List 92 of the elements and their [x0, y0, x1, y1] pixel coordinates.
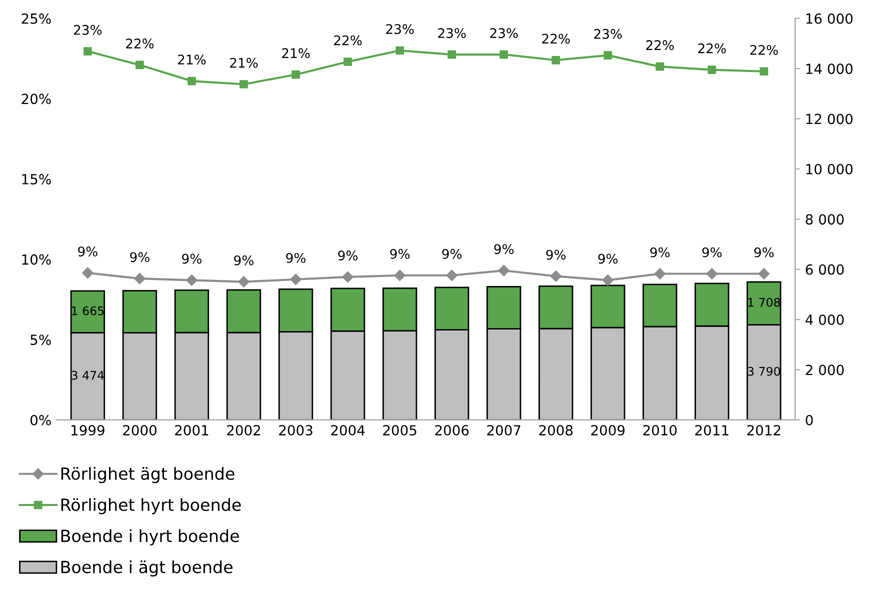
y2-tick-label: 6 000: [806, 264, 844, 275]
x-tick-label: 2012: [747, 425, 780, 436]
x-tick-label: 2002: [227, 425, 260, 436]
point: [186, 274, 198, 286]
data-label: 21%: [282, 48, 310, 58]
data-label: 9%: [234, 255, 254, 266]
data-label: 9%: [598, 254, 618, 264]
x-tick-label: 2006: [435, 425, 469, 436]
x-tick-label: 2010: [643, 425, 677, 436]
point: [708, 66, 716, 74]
point: [84, 47, 92, 56]
data-label: 9%: [650, 247, 670, 258]
y2-tick-label: 10 000: [806, 164, 853, 174]
y-tick-label: 0%: [30, 414, 51, 426]
point: [500, 50, 508, 59]
point: [656, 62, 664, 71]
data-label: 9%: [78, 246, 98, 257]
data-label: 22%: [334, 35, 362, 46]
data-label: 1 708: [748, 298, 780, 307]
data-label: 3 790: [748, 366, 780, 376]
point: [82, 267, 94, 279]
data-label: 9%: [702, 247, 722, 258]
data-label: 9%: [130, 252, 150, 262]
x-tick-label: 2009: [591, 425, 625, 436]
data-label: 22%: [750, 44, 778, 55]
point: [446, 270, 458, 281]
y2-tick-label: 2 000: [806, 364, 844, 376]
data-label: 9%: [338, 250, 358, 261]
point: [344, 58, 352, 66]
point: [758, 268, 770, 280]
data-label: 22%: [698, 43, 726, 54]
data-label: 9%: [390, 248, 410, 259]
data-label: 23%: [438, 28, 466, 38]
legend-label: Rörlighet hyrt boende: [61, 498, 241, 514]
point: [188, 76, 196, 86]
data-label: 22%: [126, 38, 154, 49]
point: [240, 80, 248, 88]
point: [550, 270, 562, 282]
y2-tick-label: 8 000: [806, 214, 844, 225]
data-label: 1 665: [72, 306, 104, 316]
x-tick-label: 2008: [539, 425, 573, 436]
point: [448, 50, 456, 59]
point: [552, 56, 560, 64]
point: [706, 268, 718, 280]
x-tick-label: 2000: [123, 425, 156, 436]
x-tick-label: 2003: [279, 425, 312, 436]
data-label: 23%: [74, 24, 102, 35]
x-tick-label: 2011: [695, 425, 728, 436]
point: [396, 46, 404, 55]
y2-tick-label: 4 000: [806, 314, 844, 325]
x-tick-label: 1999: [72, 425, 104, 436]
data-label: 9%: [286, 252, 306, 263]
data-label: 21%: [178, 54, 206, 65]
y-tick-label: 25%: [22, 13, 51, 24]
x-tick-label: 2001: [175, 425, 208, 436]
point: [342, 271, 354, 283]
data-label: 9%: [494, 244, 514, 254]
point: [134, 272, 146, 284]
x-tick-label: 2007: [487, 425, 520, 436]
data-label: 9%: [442, 248, 462, 259]
data-label: 9%: [182, 254, 202, 264]
y-tick-label: 20%: [22, 94, 51, 104]
x-tick-label: 2004: [331, 425, 365, 436]
point: [238, 276, 250, 288]
x-tick-label: 2005: [383, 425, 416, 436]
point: [394, 270, 406, 281]
y2-tick-label: 14 000: [806, 64, 853, 74]
point: [290, 274, 302, 285]
y2-tick-label: 0: [806, 414, 813, 426]
data-label: 9%: [754, 247, 774, 258]
point: [136, 60, 144, 70]
point: [760, 67, 768, 76]
legend-label: Boende i hyrt boende: [61, 529, 239, 546]
point: [654, 268, 666, 280]
y2-tick-label: 12 000: [806, 114, 853, 124]
data-label: 21%: [230, 58, 258, 68]
y-tick-label: 5%: [30, 334, 51, 346]
data-label: 22%: [646, 40, 674, 50]
point: [292, 70, 300, 79]
legend-label: Rörlighet ägt boende: [61, 467, 234, 484]
point: [498, 264, 510, 276]
data-label: 9%: [546, 250, 566, 260]
y-tick-label: 10%: [22, 254, 51, 265]
y2-tick-label: 16 000: [806, 13, 853, 24]
data-label: 23%: [594, 28, 622, 39]
data-label: 22%: [542, 34, 570, 44]
legend-label: Boende i ägt boende: [61, 560, 232, 577]
data-label: 23%: [386, 24, 414, 34]
point: [602, 274, 614, 286]
data-label: 23%: [490, 28, 518, 38]
point: [604, 51, 612, 60]
y-tick-label: 15%: [22, 174, 51, 184]
